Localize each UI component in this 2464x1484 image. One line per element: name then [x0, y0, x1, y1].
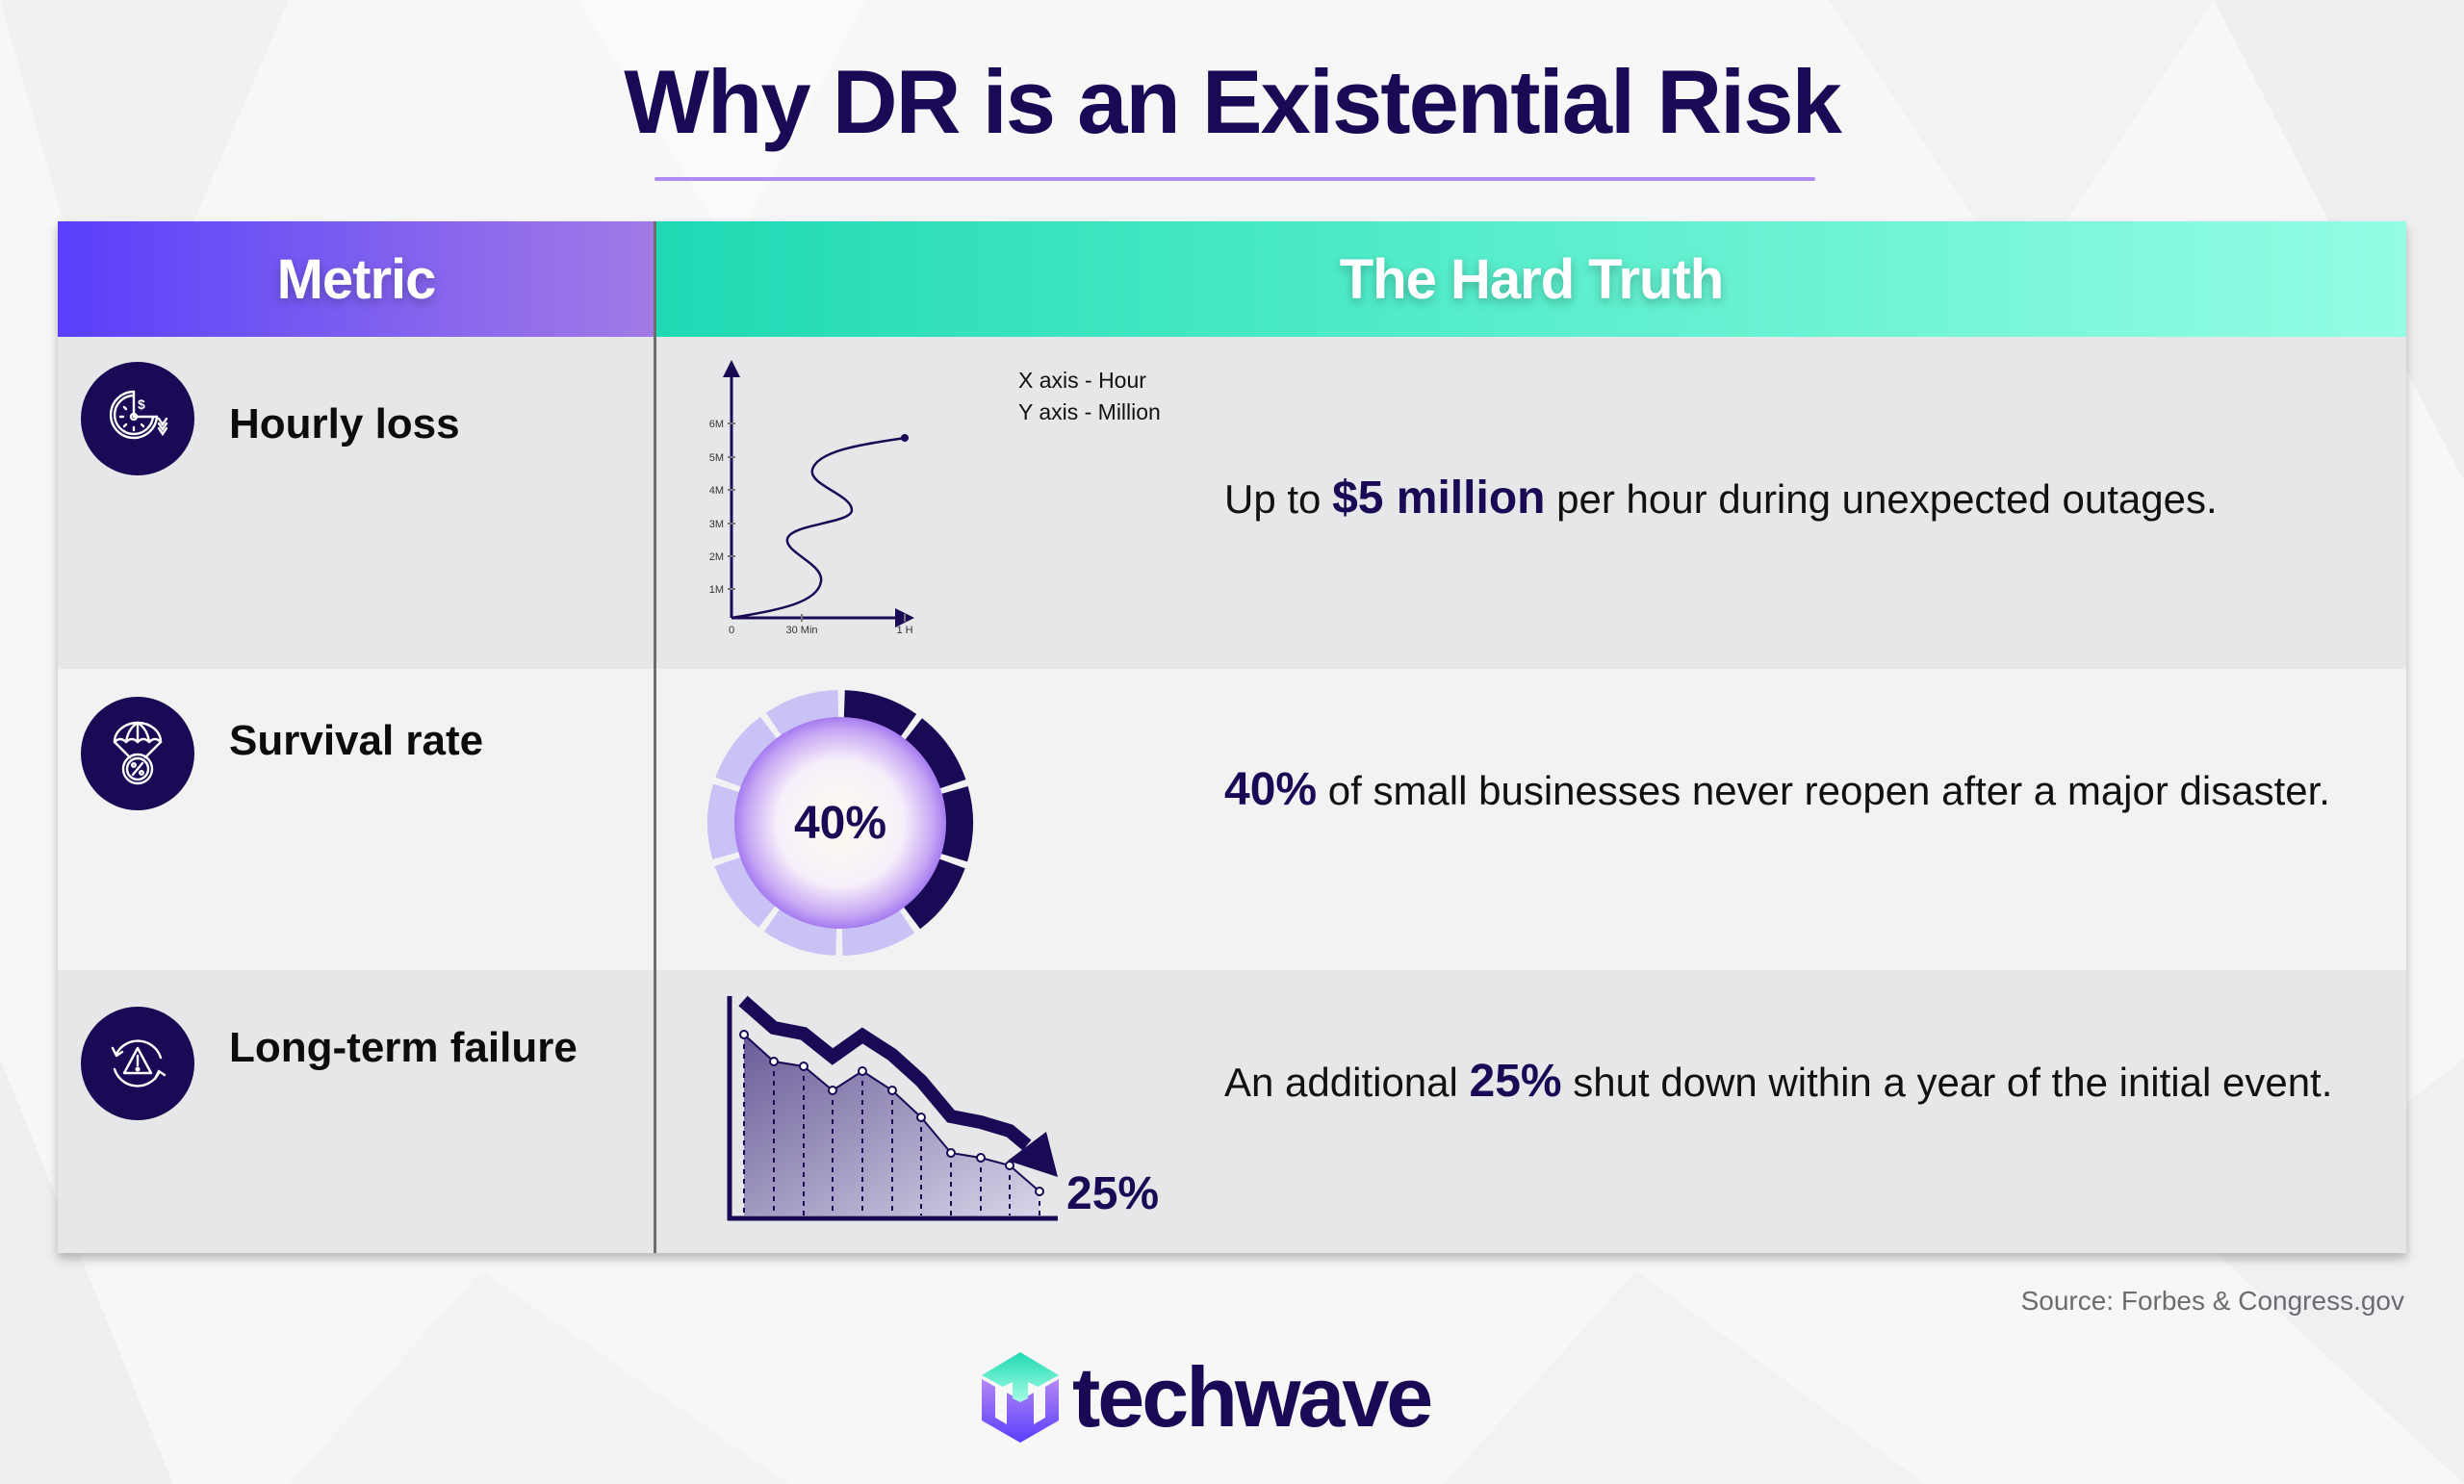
decline-label: 25%	[1066, 1168, 1159, 1219]
highlight-value: 40%	[1224, 764, 1318, 815]
y-tick: 5M	[709, 452, 724, 464]
x-axis-legend: X axis - Hour	[1018, 368, 1146, 393]
y-tick: 6M	[709, 419, 724, 430]
title-underline	[654, 177, 1815, 181]
table-row-hourly-loss: $ Hourly loss	[58, 337, 2406, 669]
header-metric: Metric	[58, 221, 654, 337]
risk-table: Metric The Hard Truth $ Hou	[58, 221, 2406, 1253]
x-tick: 30 Min	[785, 625, 817, 636]
truth-text: An additional 25% shut down within a yea…	[1224, 1056, 2333, 1107]
cycle-warning-icon	[81, 1007, 194, 1120]
y-tick: 4M	[709, 485, 724, 497]
source-citation: Source: Forbes & Congress.gov	[2020, 1286, 2404, 1316]
x-tick: 0	[729, 625, 734, 636]
brand-name: techwave	[1072, 1349, 1433, 1445]
donut-center-label: 40%	[794, 798, 886, 849]
decline-area-chart: 25%	[705, 980, 1244, 1244]
table-row-survival-rate: Survival rate	[58, 669, 2406, 970]
parachute-percent-icon	[81, 697, 194, 810]
y-tick: 1M	[709, 584, 724, 596]
brand-logo: techwave	[982, 1349, 1433, 1446]
survival-donut-chart: 40%	[701, 688, 980, 958]
techwave-logo-icon	[982, 1352, 1059, 1443]
column-divider	[654, 221, 656, 1253]
y-axis-legend: Y axis - Million	[1018, 399, 1161, 424]
highlight-value: 25%	[1469, 1056, 1562, 1107]
header-truth-label: The Hard Truth	[1339, 247, 1724, 311]
clock-dollar-decline-icon: $	[81, 362, 194, 475]
truth-text: 40% of small businesses never reopen aft…	[1224, 764, 2330, 815]
page-title: Why DR is an Existential Risk	[624, 51, 1842, 152]
svg-text:$: $	[138, 397, 145, 412]
truth-text: Up to $5 million per hour during unexpec…	[1224, 473, 2218, 524]
metric-label: Long-term failure	[229, 1024, 578, 1071]
metric-label: Hourly loss	[229, 400, 460, 448]
table-row-long-term-failure: Long-term failure	[58, 970, 2406, 1253]
metric-label: Survival rate	[229, 717, 484, 764]
highlight-value: $5 million	[1332, 473, 1546, 524]
y-tick: 3M	[709, 519, 724, 530]
header-truth: The Hard Truth	[656, 221, 2406, 337]
hourly-loss-chart: 6M 5M 4M 3M 2M 1M 0 30 Min 1 H X axis - …	[693, 350, 1232, 658]
y-tick: 2M	[709, 551, 724, 563]
header-metric-label: Metric	[276, 247, 437, 311]
x-tick: 1 H	[896, 625, 912, 636]
